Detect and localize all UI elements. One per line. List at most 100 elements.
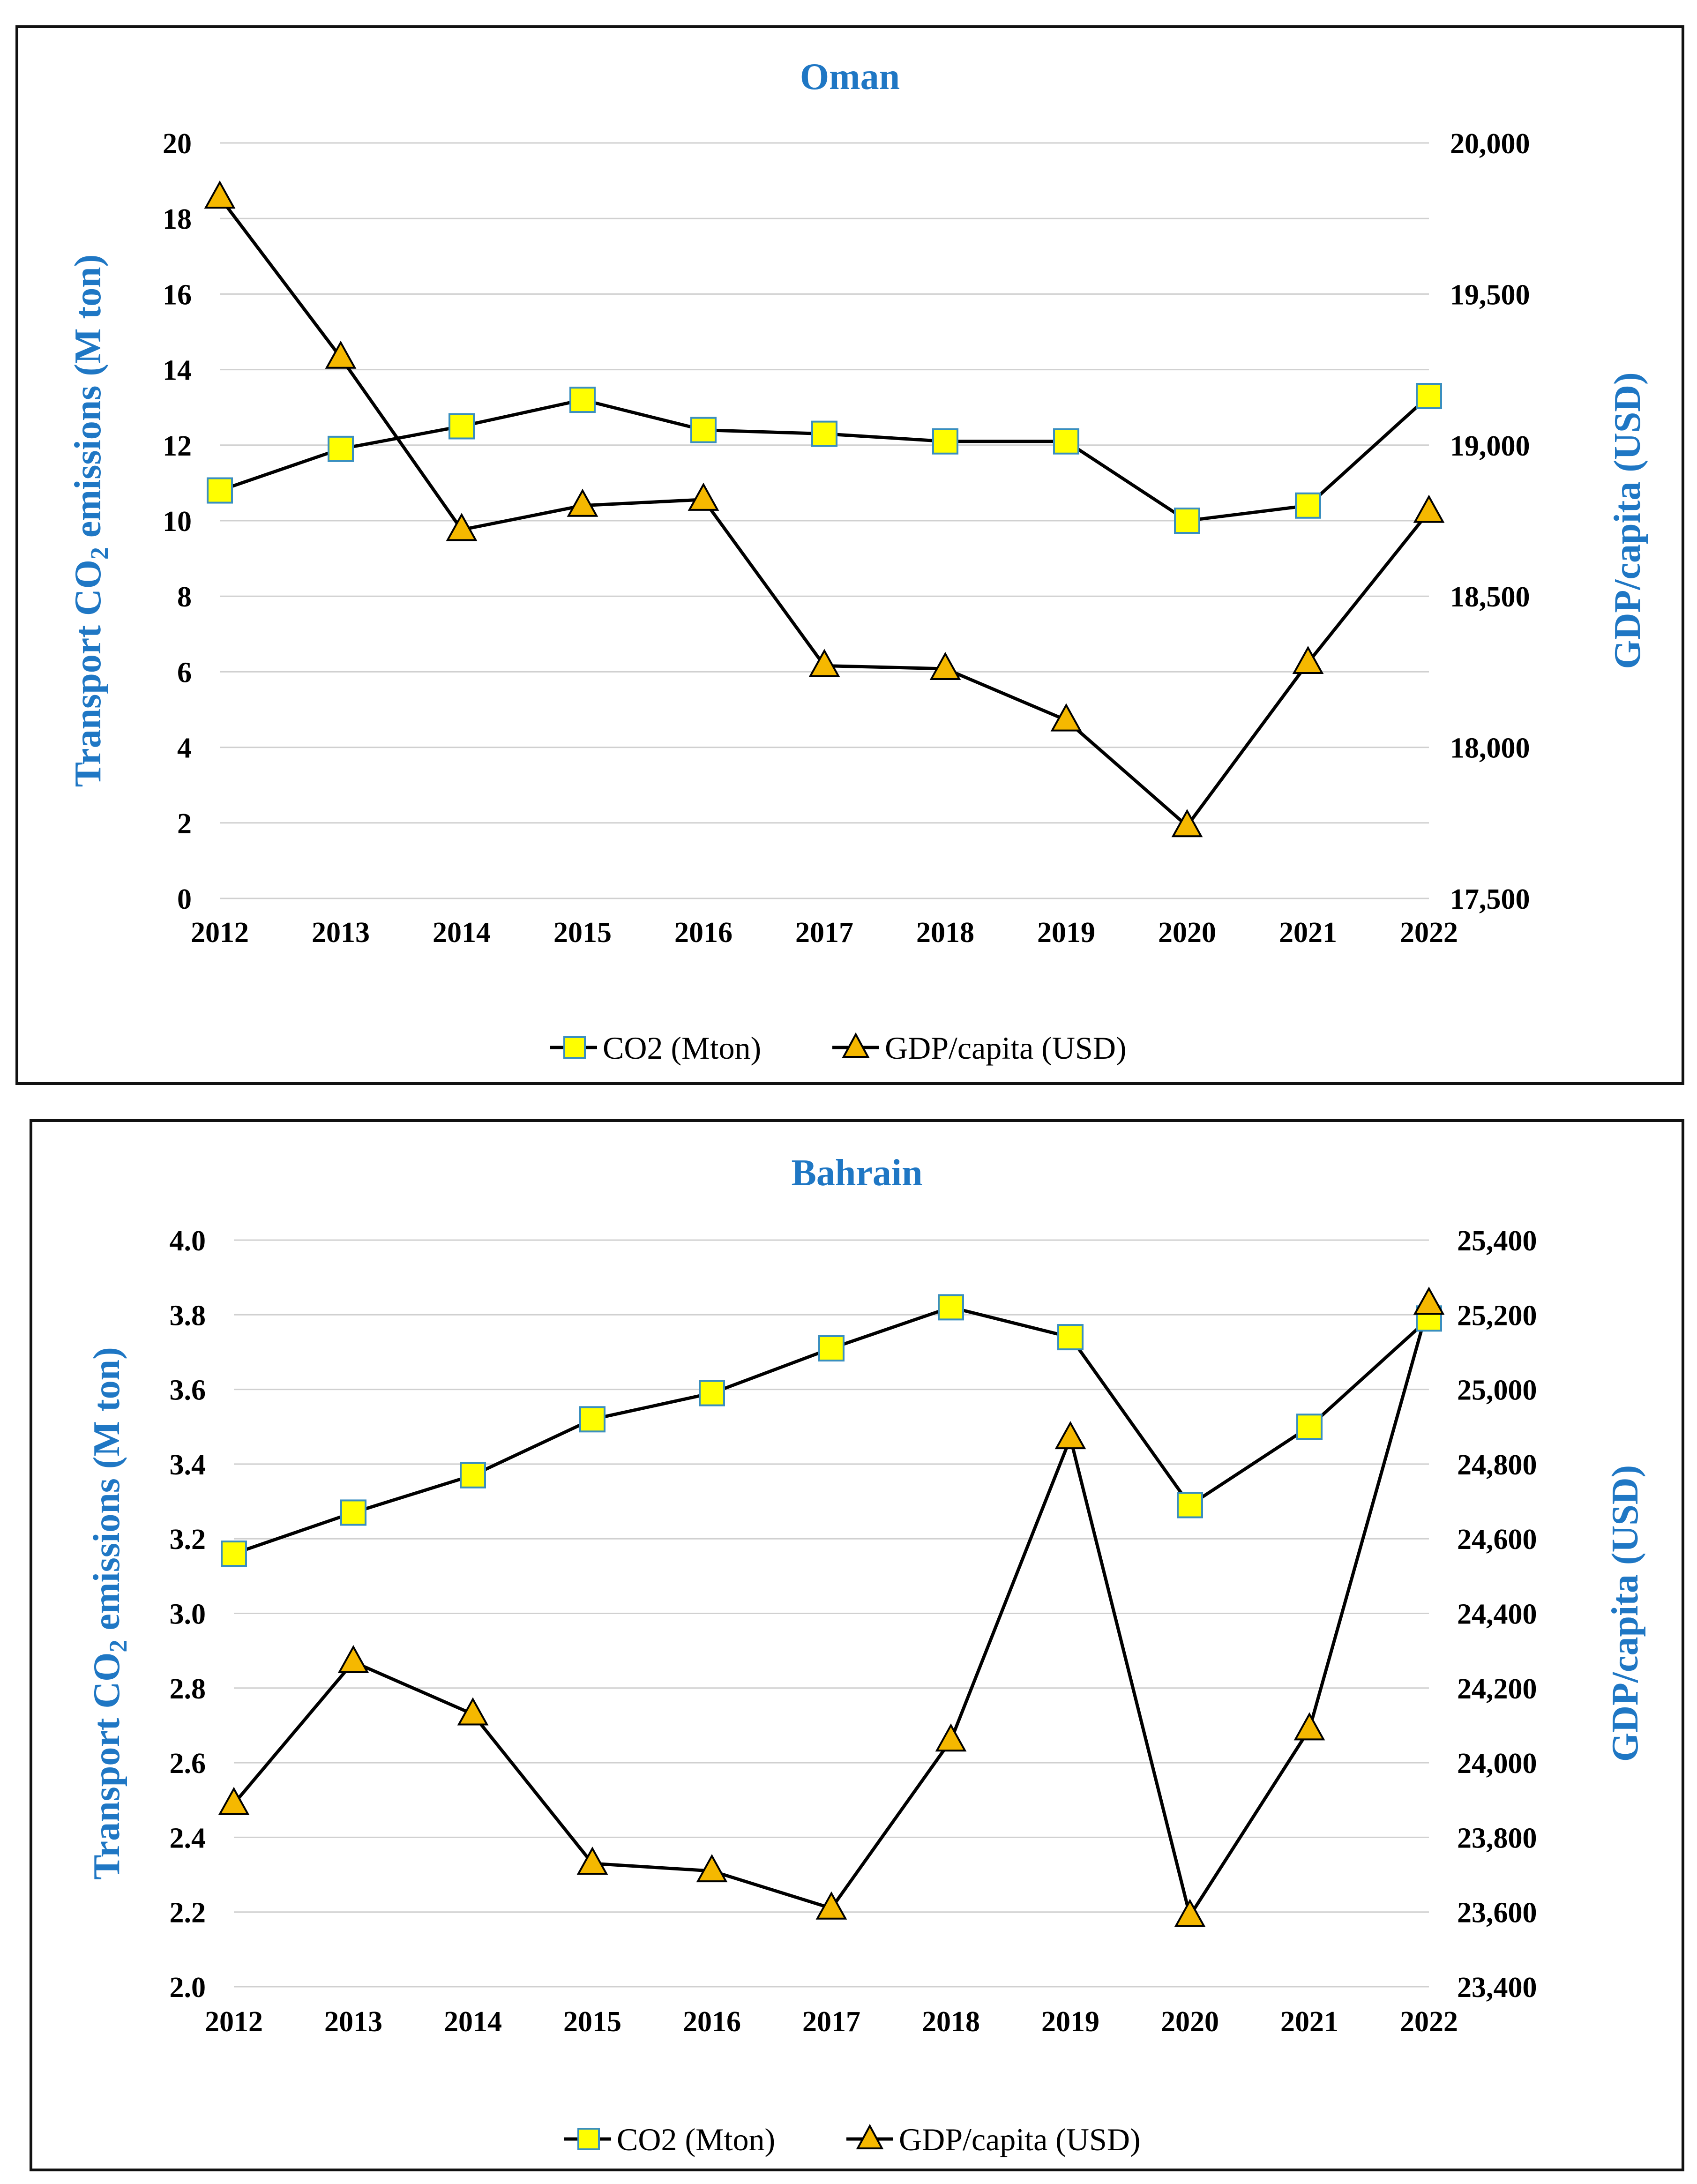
bahrain-chart: Bahrain 2.0 2.2 2.4 2.6 2.8 3.0 3.2 3.4 3.6 3.8 4.0… bbox=[86, 1152, 1646, 2157]
y-tick-label: 0 bbox=[177, 883, 192, 915]
y-tick-label: 2.6 bbox=[170, 1748, 206, 1780]
gdp-point bbox=[457, 1697, 489, 1726]
gdp-point bbox=[218, 1787, 250, 1815]
gdp-point bbox=[1292, 645, 1324, 674]
co2-point bbox=[328, 435, 354, 462]
co2-point bbox=[207, 477, 233, 504]
gdp-point bbox=[1293, 1712, 1325, 1741]
legend-square-marker bbox=[577, 2128, 600, 2150]
y-tick-label: 3.6 bbox=[170, 1375, 206, 1406]
oman-chart-panel: Oman 0 2 4 6 8 10 12 14 16 18 20 17,500 18,000 18,500 1… bbox=[15, 25, 1684, 1085]
x-tick-label: 2020 bbox=[1158, 917, 1216, 949]
y2-tick-label: 18,000 bbox=[1450, 733, 1530, 764]
y2-tick-label: 19,500 bbox=[1450, 279, 1530, 311]
y-tick-label: 2.8 bbox=[170, 1673, 206, 1705]
y2-tick-label: 24,800 bbox=[1457, 1449, 1537, 1481]
y-tick-label: 14 bbox=[163, 355, 192, 387]
y-tick-label: 6 bbox=[177, 657, 192, 688]
gdp-series-line bbox=[232, 1303, 1431, 1920]
gdp-point bbox=[1413, 1286, 1445, 1315]
x-tick-label: 2017 bbox=[795, 917, 853, 949]
y2-tick-label: 18,500 bbox=[1450, 581, 1530, 613]
y-tick-label: 2 bbox=[177, 808, 192, 840]
x-tick-label: 2021 bbox=[1279, 917, 1337, 949]
y2-axis-label: GDP/capita (USD) bbox=[1605, 1465, 1646, 1762]
y-tick-label: 3.0 bbox=[170, 1599, 206, 1631]
x-tick-label: 2015 bbox=[563, 2006, 621, 2038]
legend-triangle-marker bbox=[842, 1032, 870, 1058]
y2-tick-label: 25,400 bbox=[1457, 1225, 1537, 1257]
gdp-point bbox=[1054, 1421, 1086, 1450]
y-axis-label: Transport CO2 emissions (M ton) bbox=[86, 1347, 132, 1880]
legend-label: GDP/capita (USD) bbox=[899, 2122, 1141, 2157]
y-tick-label: 3.8 bbox=[170, 1300, 206, 1331]
y2-tick-label: 17,500 bbox=[1450, 883, 1530, 915]
x-tick-label: 2019 bbox=[1041, 2006, 1099, 2038]
y-tick-label: 3.2 bbox=[170, 1524, 206, 1556]
co2-point bbox=[818, 1335, 845, 1361]
x-tick-label: 2021 bbox=[1280, 2006, 1338, 2038]
x-tick-label: 2013 bbox=[312, 917, 370, 949]
legend-label: CO2 (Mton) bbox=[617, 2122, 775, 2157]
gdp-point bbox=[204, 180, 236, 209]
gdp-point bbox=[696, 1854, 728, 1883]
chart-title: Oman bbox=[800, 56, 900, 97]
y-axis-label-part: emissions (M ton) bbox=[86, 1347, 127, 1639]
gdp-point bbox=[815, 1891, 847, 1920]
oman-chart: Oman 0 2 4 6 8 10 12 14 16 18 20 17,500 18,000 18,500 1… bbox=[67, 56, 1648, 1066]
co2-point bbox=[1177, 1492, 1203, 1518]
x-tick-label: 2012 bbox=[191, 917, 249, 949]
co2-point bbox=[932, 428, 958, 455]
y2-tick-label: 19,000 bbox=[1450, 430, 1530, 462]
gdp-point bbox=[325, 340, 357, 369]
co2-point bbox=[1296, 1414, 1323, 1440]
y-axis-label-part: Transport CO bbox=[86, 1653, 127, 1880]
y2-tick-label: 20,000 bbox=[1450, 128, 1530, 160]
y-tick-label: 12 bbox=[163, 430, 192, 462]
y2-tick-label: 25,000 bbox=[1457, 1375, 1537, 1406]
y-axis-label: Transport CO2 emissions (M ton) bbox=[67, 254, 113, 787]
x-tick-label: 2015 bbox=[553, 917, 612, 949]
legend-square-marker bbox=[563, 1036, 586, 1059]
y-axis-label-subscript: 2 bbox=[104, 1640, 132, 1653]
y-tick-label: 2.0 bbox=[170, 1972, 206, 2004]
gdp-point bbox=[576, 1847, 608, 1875]
y-axis-label-part: emissions (M ton) bbox=[67, 254, 109, 547]
co2-point bbox=[811, 420, 837, 447]
y-tick-label: 2.2 bbox=[170, 1897, 206, 1929]
co2-point bbox=[449, 413, 475, 440]
co2-point bbox=[1295, 492, 1321, 519]
y-tick-label: 18 bbox=[163, 203, 192, 235]
y-tick-label: 10 bbox=[163, 506, 192, 538]
x-tick-label: 2020 bbox=[1161, 2006, 1219, 2038]
co2-point bbox=[340, 1499, 366, 1526]
y2-tick-label: 24,200 bbox=[1457, 1673, 1537, 1705]
co2-point bbox=[579, 1406, 606, 1433]
co2-point bbox=[690, 417, 717, 443]
y2-tick-label: 23,400 bbox=[1457, 1972, 1537, 2004]
x-tick-label: 2018 bbox=[916, 917, 974, 949]
y2-tick-label: 24,400 bbox=[1457, 1599, 1537, 1631]
x-tick-label: 2013 bbox=[324, 2006, 382, 2038]
co2-point bbox=[1174, 508, 1200, 534]
gdp-point bbox=[1171, 809, 1203, 838]
y2-tick-label: 23,600 bbox=[1457, 1897, 1537, 1929]
chart-title: Bahrain bbox=[791, 1152, 922, 1194]
y-tick-label: 3.4 bbox=[170, 1449, 206, 1481]
y-tick-label: 2.4 bbox=[170, 1822, 206, 1854]
x-tick-label: 2019 bbox=[1037, 917, 1095, 949]
gdp-point bbox=[1413, 494, 1445, 523]
bahrain-chart-panel: Bahrain 2.0 2.2 2.4 2.6 2.8 3.0 3.2 3.4 3.6 3.8 4.0… bbox=[30, 1119, 1684, 2171]
gdp-point bbox=[446, 513, 478, 541]
x-tick-label: 2018 bbox=[922, 2006, 980, 2038]
y-axis-label-part: Transport CO bbox=[67, 560, 109, 787]
co2-point bbox=[1057, 1324, 1084, 1351]
y2-tick-label: 23,800 bbox=[1457, 1822, 1537, 1854]
y-tick-label: 4.0 bbox=[170, 1225, 206, 1257]
y-axis-label-subscript: 2 bbox=[85, 547, 113, 560]
gdp-point bbox=[1050, 703, 1082, 732]
x-tick-label: 2016 bbox=[674, 917, 733, 949]
co2-point bbox=[938, 1294, 964, 1321]
y-tick-label: 4 bbox=[177, 733, 192, 764]
x-tick-label: 2014 bbox=[444, 2006, 502, 2038]
